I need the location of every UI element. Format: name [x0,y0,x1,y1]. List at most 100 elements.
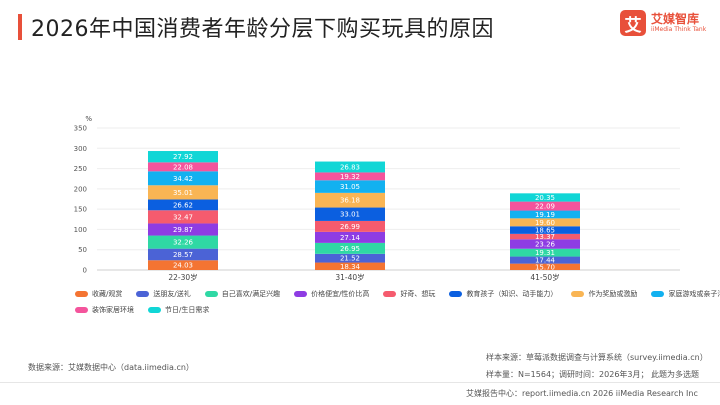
legend-label: 装饰家居环境 [92,306,134,314]
data-label: 24.03 [173,262,193,270]
legend-label: 家庭游戏或亲子活动 [668,290,720,298]
legend-swatch [294,291,308,297]
bar-segment [510,210,580,219]
bar-segment [510,248,580,257]
legend-row: 收藏/观赏 送朋友/送礼 自己喜欢/满足兴趣 价格便宜/性价比高 好奇、想玩 教育孩子（知… [75,287,720,301]
bar-segment [315,262,385,270]
data-label: 18.34 [340,263,361,271]
y-tick-label: 200 [74,185,87,193]
legend-item: 收藏/观赏 [75,289,122,299]
bar-segment [315,207,385,221]
y-tick-label: 100 [74,226,87,234]
data-label: 19.19 [535,211,555,219]
legend-label: 作为奖励或激励 [588,290,638,298]
bar-segment [510,263,580,270]
legend-swatch [148,307,161,313]
y-tick-label: 150 [74,206,87,214]
legend-label: 自己喜欢/满足兴趣 [221,290,281,298]
x-tick-label: 22-30岁 [168,272,197,282]
data-label: 36.18 [340,197,360,205]
data-label: 27.14 [340,234,361,242]
legend-item: 自己喜欢/满足兴趣 [204,289,281,299]
bar-segment [315,161,385,173]
data-label: 26.99 [340,223,360,231]
sample-size: 样本量：N=1564；调研时间：2026年3月； 此题为多选题 [486,370,700,379]
legend-swatch [136,291,150,297]
bar-segment [510,239,580,249]
legend-row: 装饰家居环境 节日/生日需求 [75,303,695,317]
bar-segment [510,193,580,202]
data-label: 19.31 [535,249,555,257]
data-label: 32.47 [173,213,193,221]
bar-segment [148,260,218,270]
brand-name-en: iiMedia Think Tank [651,26,707,33]
data-source: 数据来源：艾媒数据中心（data.iimedia.cn） [28,363,194,372]
legend-item: 家庭游戏或亲子活动 [651,289,720,299]
bar-segment [315,220,385,232]
footer-text: 艾媒报告中心：report.iimedia.cn 2026 iiMedia Re… [466,389,698,398]
x-tick-label: 31-40岁 [335,272,364,282]
bar-segment [315,242,385,254]
bar-segment [148,199,218,211]
data-label: 26.95 [340,245,360,253]
legend-swatch [449,291,463,297]
data-label: 19.60 [535,219,555,227]
bar-segment [315,231,385,243]
legend-item: 作为奖励或激励 [571,289,637,299]
legend-item: 节日/生日需求 [148,305,209,315]
legend-label: 收藏/观赏 [92,290,123,298]
title-accent-bar [18,14,22,40]
bar-segment [510,256,580,264]
data-label: 26.83 [340,163,360,171]
legend-item: 装饰家居环境 [75,305,134,315]
y-tick-label: 350 [74,125,87,133]
x-tick-label: 41-50岁 [530,272,559,282]
legend-label: 价格便宜/性价比高 [311,290,370,298]
legend-swatch [383,291,397,297]
legend-swatch [571,291,585,297]
legend-item: 价格便宜/性价比高 [294,289,369,299]
sample-info: 样本来源：草莓派数据调查与计算系统（survey.iimedia.cn） 样本量… [486,349,708,383]
legend-swatch [651,291,665,297]
bar-segment [148,210,218,224]
data-label: 17.44 [535,257,556,265]
data-label: 26.62 [173,201,193,209]
data-label: 18.65 [535,227,555,235]
data-label: 13.37 [535,233,555,241]
brand-logo-icon: 艾 [620,10,646,36]
legend-item: 送朋友/送礼 [136,289,191,299]
title-bar: 2026年中国消费者年龄分层下购买玩具的原因 [18,11,494,43]
bar-segment [510,218,580,227]
data-label: 22.08 [173,163,193,171]
legend-swatch [75,291,88,297]
data-label: 27.92 [173,153,193,161]
sample-source: 样本来源：草莓派数据调查与计算系统（survey.iimedia.cn） [486,353,708,362]
bar-segment [148,223,218,236]
bar-segment [148,248,218,261]
bar-segment [148,171,218,186]
legend-label: 好奇、想玩 [400,290,436,298]
data-label: 33.01 [340,211,360,219]
bar-segment [315,253,385,263]
y-tick-label: 250 [74,165,87,173]
legend-swatch [204,291,218,297]
legend-label: 节日/生日需求 [165,306,210,314]
bar-segment [315,192,385,208]
y-tick-label: 300 [74,145,87,153]
data-label: 21.52 [340,255,360,263]
y-tick-label: 50 [78,246,87,254]
data-label: 32.26 [173,239,194,247]
chart-legend: 收藏/观赏 送朋友/送礼 自己喜欢/满足兴趣 价格便宜/性价比高 好奇、想玩 教育孩子（知… [75,287,720,319]
data-label: 29.87 [173,226,193,234]
data-label: 22.09 [535,203,555,211]
bar-segment [148,235,218,249]
data-label: 19.32 [340,173,360,181]
bar-segment [315,172,385,181]
page-title: 2026年中国消费者年龄分层下购买玩具的原因 [31,17,494,42]
brand-logo: 艾 艾媒智库 iiMedia Think Tank [620,10,706,36]
stacked-bar-chart: % 0 50 100 150 200 250 300 350 24.03 28.57 32.26 29.… [74,115,680,282]
legend-item: 好奇、想玩 [383,289,435,299]
bar-segment [148,162,218,172]
bar-segment [148,185,218,200]
y-axis-unit: % [85,115,92,123]
